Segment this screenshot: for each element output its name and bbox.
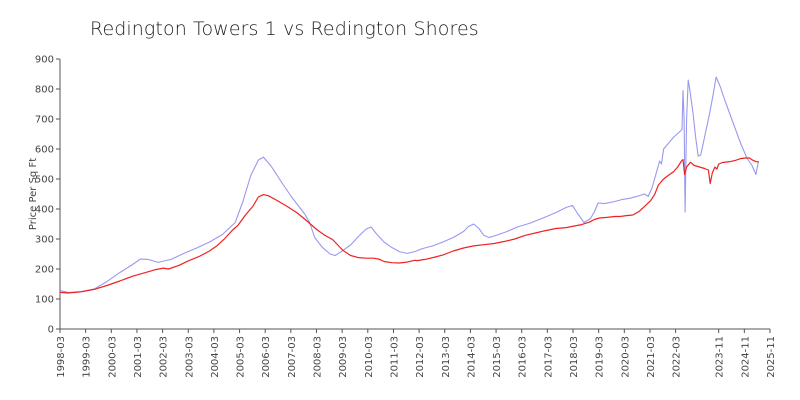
chart-title: Redington Towers 1 vs Redington Shores [90,18,479,40]
series-line-redington-shores [59,157,759,294]
axes [59,59,770,330]
y-tick-label: 400 [35,205,54,216]
y-tick-label: 0 [48,325,54,336]
x-tick-label: 2002-03 [159,336,170,378]
y-axis-label: Price Per Sq Ft [28,158,39,230]
x-tick-label: 2014-03 [466,336,477,378]
y-ticks: 0 100 200 300 400 500 600 700 800 900 [35,55,60,336]
y-tick-label: 300 [35,235,54,246]
x-tick-label: 2008-03 [313,336,324,378]
x-tick-label: 1998-03 [56,336,67,378]
x-tick-label: 2011-03 [389,336,400,378]
x-tick-label: 2004-03 [210,336,221,378]
x-tick-label: 2000-03 [107,336,118,378]
x-tick-label: 2024-11 [740,336,751,378]
x-tick-label: 2003-03 [184,336,195,378]
x-tick-label: 2006-03 [261,336,272,378]
x-tick-label: 2005-03 [236,336,247,378]
x-tick-label: 2018-03 [569,336,580,378]
x-tick-label: 2007-03 [287,336,298,378]
y-tick-label: 200 [35,265,54,276]
x-tick-label: 2015-03 [492,336,503,378]
y-tick-label: 600 [35,145,54,156]
x-tick-label: 2019-03 [595,336,606,378]
x-tick-label: 2025-11 [766,336,777,378]
x-tick-label: 2021-03 [646,336,657,378]
x-tick-label: 2012-03 [415,336,426,378]
x-tick-label: 2010-03 [364,336,375,378]
series-group [59,76,760,294]
x-tick-label: 1999-03 [82,336,93,378]
x-tick-label: 2009-03 [338,336,349,378]
x-tick-label: 2017-03 [543,336,554,378]
x-tick-label: 2001-03 [133,336,144,378]
x-tick-label: 2023-11 [715,336,726,378]
y-tick-label: 500 [35,175,54,186]
y-tick-label: 900 [35,55,54,66]
y-tick-label: 100 [35,295,54,306]
y-tick-label: 800 [35,85,54,96]
y-tick-label: 700 [35,115,54,126]
series-line-redington-towers-1 [59,76,760,293]
x-tick-label: 2020-03 [620,336,631,378]
x-tick-label: 2013-03 [441,336,452,378]
x-tick-label: 2016-03 [518,336,529,378]
x-ticks: 1998-03 1999-03 2000-03 2001-03 2002-03 2003-… [56,329,777,378]
x-tick-label: 2022-03 [672,336,683,378]
